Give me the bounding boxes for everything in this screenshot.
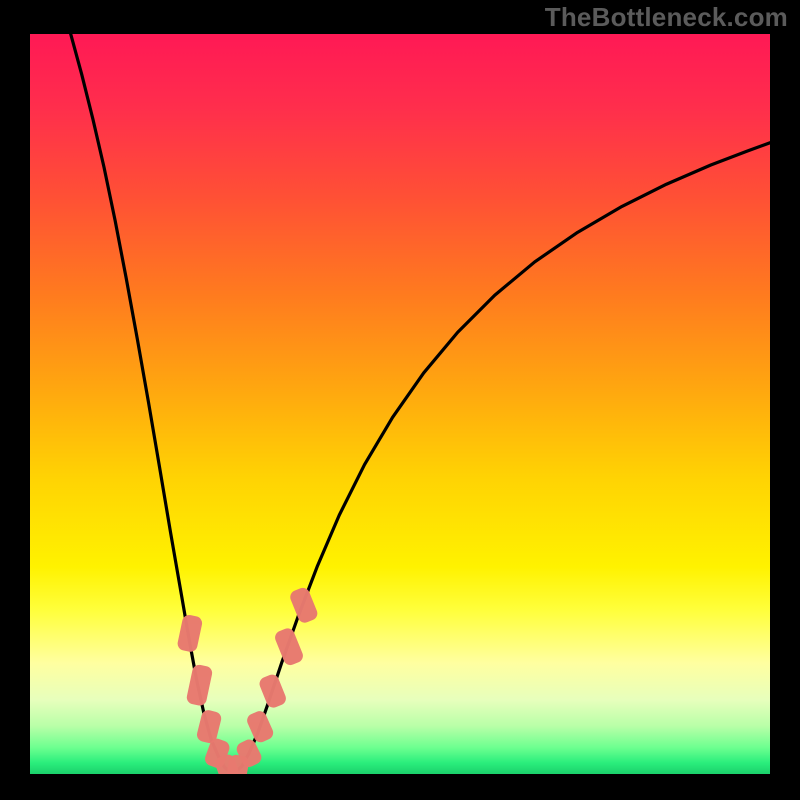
chart-svg — [0, 0, 800, 800]
stage: TheBottleneck.com — [0, 0, 800, 800]
